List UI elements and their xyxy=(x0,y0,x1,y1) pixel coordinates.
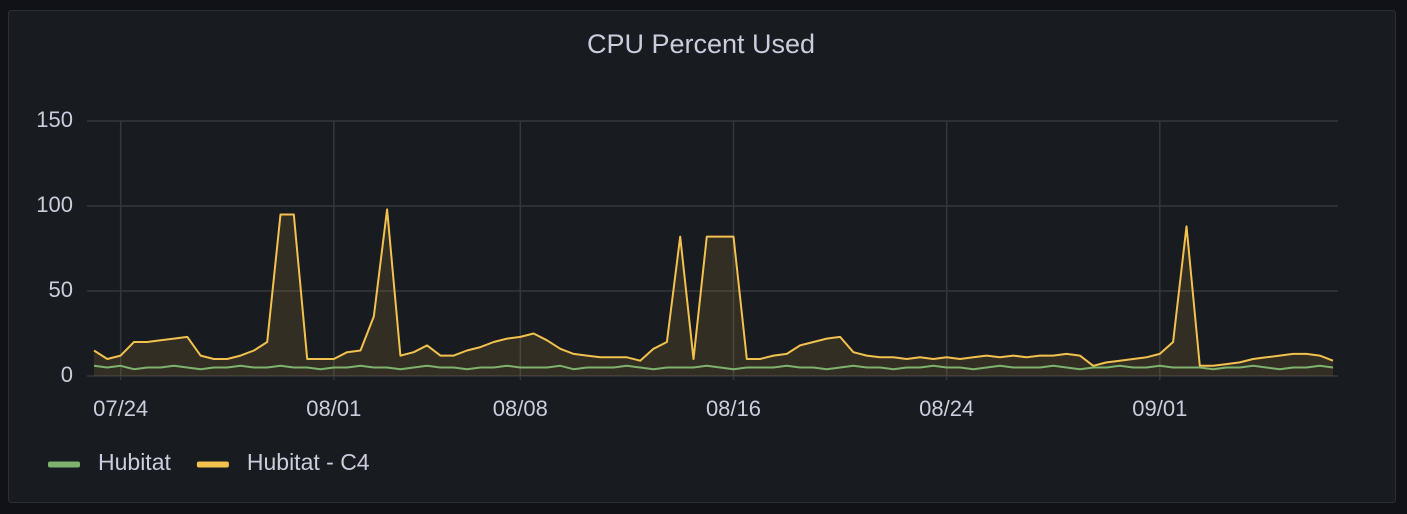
y-tick-label: 150 xyxy=(36,107,73,132)
y-tick-label: 0 xyxy=(61,362,73,387)
series-line xyxy=(93,208,1334,367)
x-tick-label: 09/01 xyxy=(1132,396,1187,421)
x-tick-label: 07/24 xyxy=(93,396,148,421)
chart-title: CPU Percent Used xyxy=(587,29,815,59)
x-tick-label: 08/01 xyxy=(306,396,361,421)
legend-swatch xyxy=(48,461,80,468)
legend-label: Hubitat - C4 xyxy=(247,449,370,475)
y-tick-label: 100 xyxy=(36,192,73,217)
series-area xyxy=(94,209,1333,376)
x-tick-label: 08/16 xyxy=(706,396,761,421)
series-line xyxy=(93,364,1334,371)
y-tick-label: 50 xyxy=(49,277,73,302)
legend-swatch xyxy=(196,461,229,468)
x-tick-label: 08/08 xyxy=(493,396,548,421)
x-tick-label: 08/24 xyxy=(919,396,974,421)
legend-label: Hubitat xyxy=(98,449,171,475)
panel xyxy=(8,10,1396,503)
